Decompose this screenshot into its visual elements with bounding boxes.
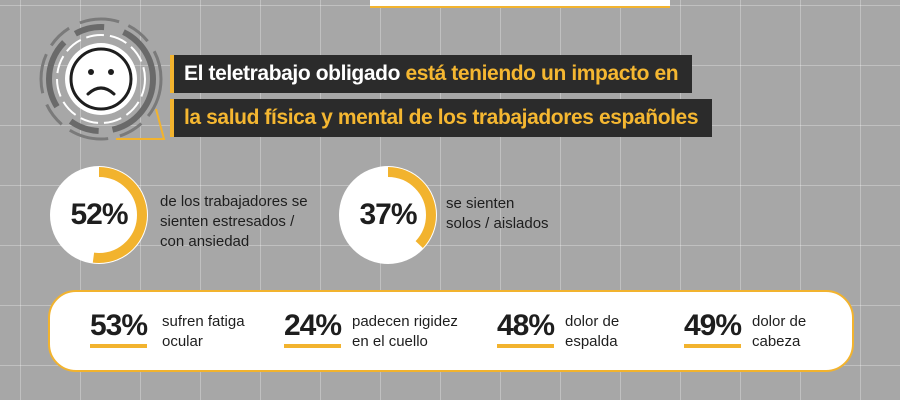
stat-label: padecen rigidez en el cuello (352, 312, 458, 352)
stat-label: sufren fatiga ocular (162, 312, 245, 352)
desc-line: de los trabajadores se (160, 193, 308, 210)
ring-value-stress: 52% (70, 198, 128, 231)
desc-line: con ansiedad (160, 233, 250, 250)
stat-value: 48% (497, 310, 555, 348)
ring-value-lonely: 37% (359, 198, 417, 231)
ring-arc-stress (51, 167, 147, 263)
top-decor-strip (370, 0, 670, 8)
stat-label-line: dolor de (752, 313, 807, 330)
stat-label-line: ocular (162, 333, 203, 350)
ring-arc-lonely (340, 167, 436, 263)
desc-line: sienten estresados / (160, 213, 295, 230)
title-white-text: El teletrabajo obligado (184, 62, 400, 85)
desc-line: se sienten (446, 195, 515, 212)
title-yellow-text-2: la salud física y mental de los trabajad… (184, 106, 699, 129)
ring-chart (51, 167, 147, 263)
stat-label-line: en el cuello (352, 333, 428, 350)
stat-label-line: padecen rigidez (352, 313, 458, 330)
symptoms-panel: 53% sufren fatiga ocular 24% padecen rig… (48, 290, 854, 372)
stat-label: dolor de cabeza (752, 312, 806, 352)
title-line-1: El teletrabajo obligado está teniendo un… (170, 55, 693, 93)
sad-face-emblem (36, 14, 166, 144)
ring-chart (340, 167, 436, 263)
title-line-2: la salud física y mental de los trabajad… (170, 99, 713, 137)
stat-value: 53% (90, 310, 148, 348)
ring-stat-stress: 52% (50, 166, 148, 264)
ring-desc-lonely: se sienten solos / aislados (446, 194, 549, 234)
stat-label: dolor de espalda (565, 312, 619, 352)
stat-label-line: dolor de (565, 313, 620, 330)
stat-value: 24% (284, 310, 342, 348)
ring-stat-lonely: 37% (339, 166, 437, 264)
sad-face-icon (39, 17, 166, 141)
ring-desc-stress: de los trabajadores se sienten estresado… (160, 192, 308, 252)
stat-label-line: sufren fatiga (162, 313, 245, 330)
stat-value: 49% (684, 310, 742, 348)
stat-label-line: cabeza (752, 333, 801, 350)
desc-line: solos / aislados (446, 215, 549, 232)
stat-label-line: espalda (565, 333, 618, 350)
title-yellow-text-1: está teniendo un impacto en (405, 62, 679, 85)
